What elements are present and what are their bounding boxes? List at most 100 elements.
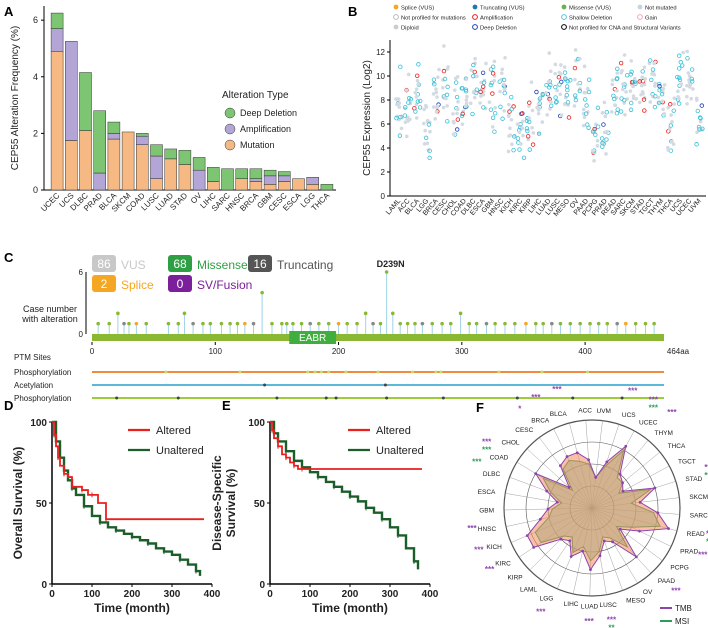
f-tmb-point xyxy=(656,511,660,515)
b-point xyxy=(455,111,459,116)
b-legend-swatch xyxy=(393,14,399,20)
f-significance-star: *** xyxy=(552,385,562,394)
c-lollipop-head xyxy=(182,311,187,316)
b-point xyxy=(604,152,608,156)
b-point xyxy=(562,70,568,75)
b-point xyxy=(527,104,531,108)
b-point xyxy=(423,128,427,133)
b-point xyxy=(545,113,550,117)
b-point xyxy=(490,125,495,129)
b-point xyxy=(685,83,689,88)
b-point xyxy=(436,75,440,80)
b-point xyxy=(585,122,590,127)
c-lollipop-head xyxy=(228,321,232,326)
b-point xyxy=(629,69,634,75)
a-bar-deep-deletion xyxy=(107,121,121,134)
c-ptm-site xyxy=(411,370,415,374)
b-point xyxy=(667,126,672,131)
b-point xyxy=(628,89,633,93)
b-point xyxy=(492,129,497,134)
b-point xyxy=(475,74,479,79)
a-ytick-label: 4 xyxy=(33,72,38,82)
b-point xyxy=(488,67,494,72)
b-point xyxy=(671,108,676,113)
c-ptm-site xyxy=(441,396,445,400)
b-point xyxy=(521,155,527,161)
c-lollipop-head xyxy=(127,321,131,326)
b-point xyxy=(415,78,420,83)
b-point xyxy=(460,111,465,117)
a-bar-amplification xyxy=(65,41,78,141)
b-point xyxy=(582,115,587,120)
b-strip xyxy=(562,65,573,120)
b-point xyxy=(403,105,408,110)
c-lollipop-head xyxy=(345,321,349,326)
a-bar-mutation xyxy=(136,144,149,191)
b-point xyxy=(398,64,403,70)
s3-legend-label: Altered xyxy=(156,425,191,437)
b-point xyxy=(478,89,483,95)
b-ytick-label: 6 xyxy=(381,120,386,129)
b-point xyxy=(521,119,525,124)
s3-xtick-label: 300 xyxy=(164,589,181,600)
f-axis-label: LUAD xyxy=(581,603,599,610)
b-point xyxy=(590,148,595,153)
c-badge-count: 0 xyxy=(177,277,184,291)
b-strip xyxy=(618,53,630,117)
c-lollipop-head xyxy=(235,321,240,326)
c-lollipop-head xyxy=(363,311,368,316)
b-strip xyxy=(647,58,658,110)
c-domain-label: EABR xyxy=(299,333,326,344)
b-point xyxy=(490,91,495,96)
f-significance-star: *** xyxy=(472,458,482,467)
f-axis-label: PRAD xyxy=(680,548,698,555)
a-bar-mutation xyxy=(207,181,220,191)
b-point xyxy=(434,110,439,114)
b-point xyxy=(453,88,457,92)
s4-ylabel: Survival (%) xyxy=(224,469,238,538)
b-point xyxy=(431,77,437,82)
b-legend-label: Shallow Deletion xyxy=(569,16,612,22)
c-ptm-site xyxy=(434,370,438,374)
c-lollipop-head xyxy=(384,270,389,274)
c-lollipop-head xyxy=(405,321,410,326)
a-bar-deep-deletion xyxy=(164,148,177,160)
s4-legend-label: Altered xyxy=(376,425,411,437)
b-point xyxy=(521,133,525,138)
b-point xyxy=(679,82,684,86)
s3-legend-label: Unaltered xyxy=(156,445,204,457)
c-lollipop-head xyxy=(270,321,274,326)
b-point xyxy=(502,90,507,96)
f-axis-label: HNSC xyxy=(478,526,497,533)
b-point xyxy=(695,130,699,135)
c-badge-label: VUS xyxy=(121,258,146,272)
b-point xyxy=(615,107,620,112)
b-strip xyxy=(666,96,677,153)
b-point xyxy=(424,105,429,109)
s3-ytick-label: 0 xyxy=(41,580,47,591)
c-lollipop-head xyxy=(578,321,582,326)
b-point xyxy=(493,105,497,110)
b-point xyxy=(442,44,446,48)
s4-xtick-label: 400 xyxy=(422,589,439,600)
c-lollipop-head xyxy=(458,311,463,316)
b-point xyxy=(452,121,456,125)
c-lollipop-head xyxy=(558,321,563,326)
b-point xyxy=(490,71,496,76)
b-point xyxy=(613,103,617,107)
c-lollipop-head xyxy=(166,321,171,326)
s4-xlabel: Time (month) xyxy=(312,601,388,615)
c-ptm-site xyxy=(115,396,119,400)
b-point xyxy=(601,122,606,127)
b-point xyxy=(564,92,569,98)
f-tmb-point xyxy=(594,476,598,479)
b-legend-swatch xyxy=(472,14,478,20)
b-point xyxy=(455,107,460,112)
c-ytick-label: 6 xyxy=(79,268,84,277)
f-tmb-point xyxy=(605,460,609,464)
f-tmb-point xyxy=(621,489,625,493)
b-point xyxy=(404,88,409,92)
b-point xyxy=(656,100,662,106)
b-legend-swatch xyxy=(561,4,567,10)
b-point xyxy=(652,104,658,110)
